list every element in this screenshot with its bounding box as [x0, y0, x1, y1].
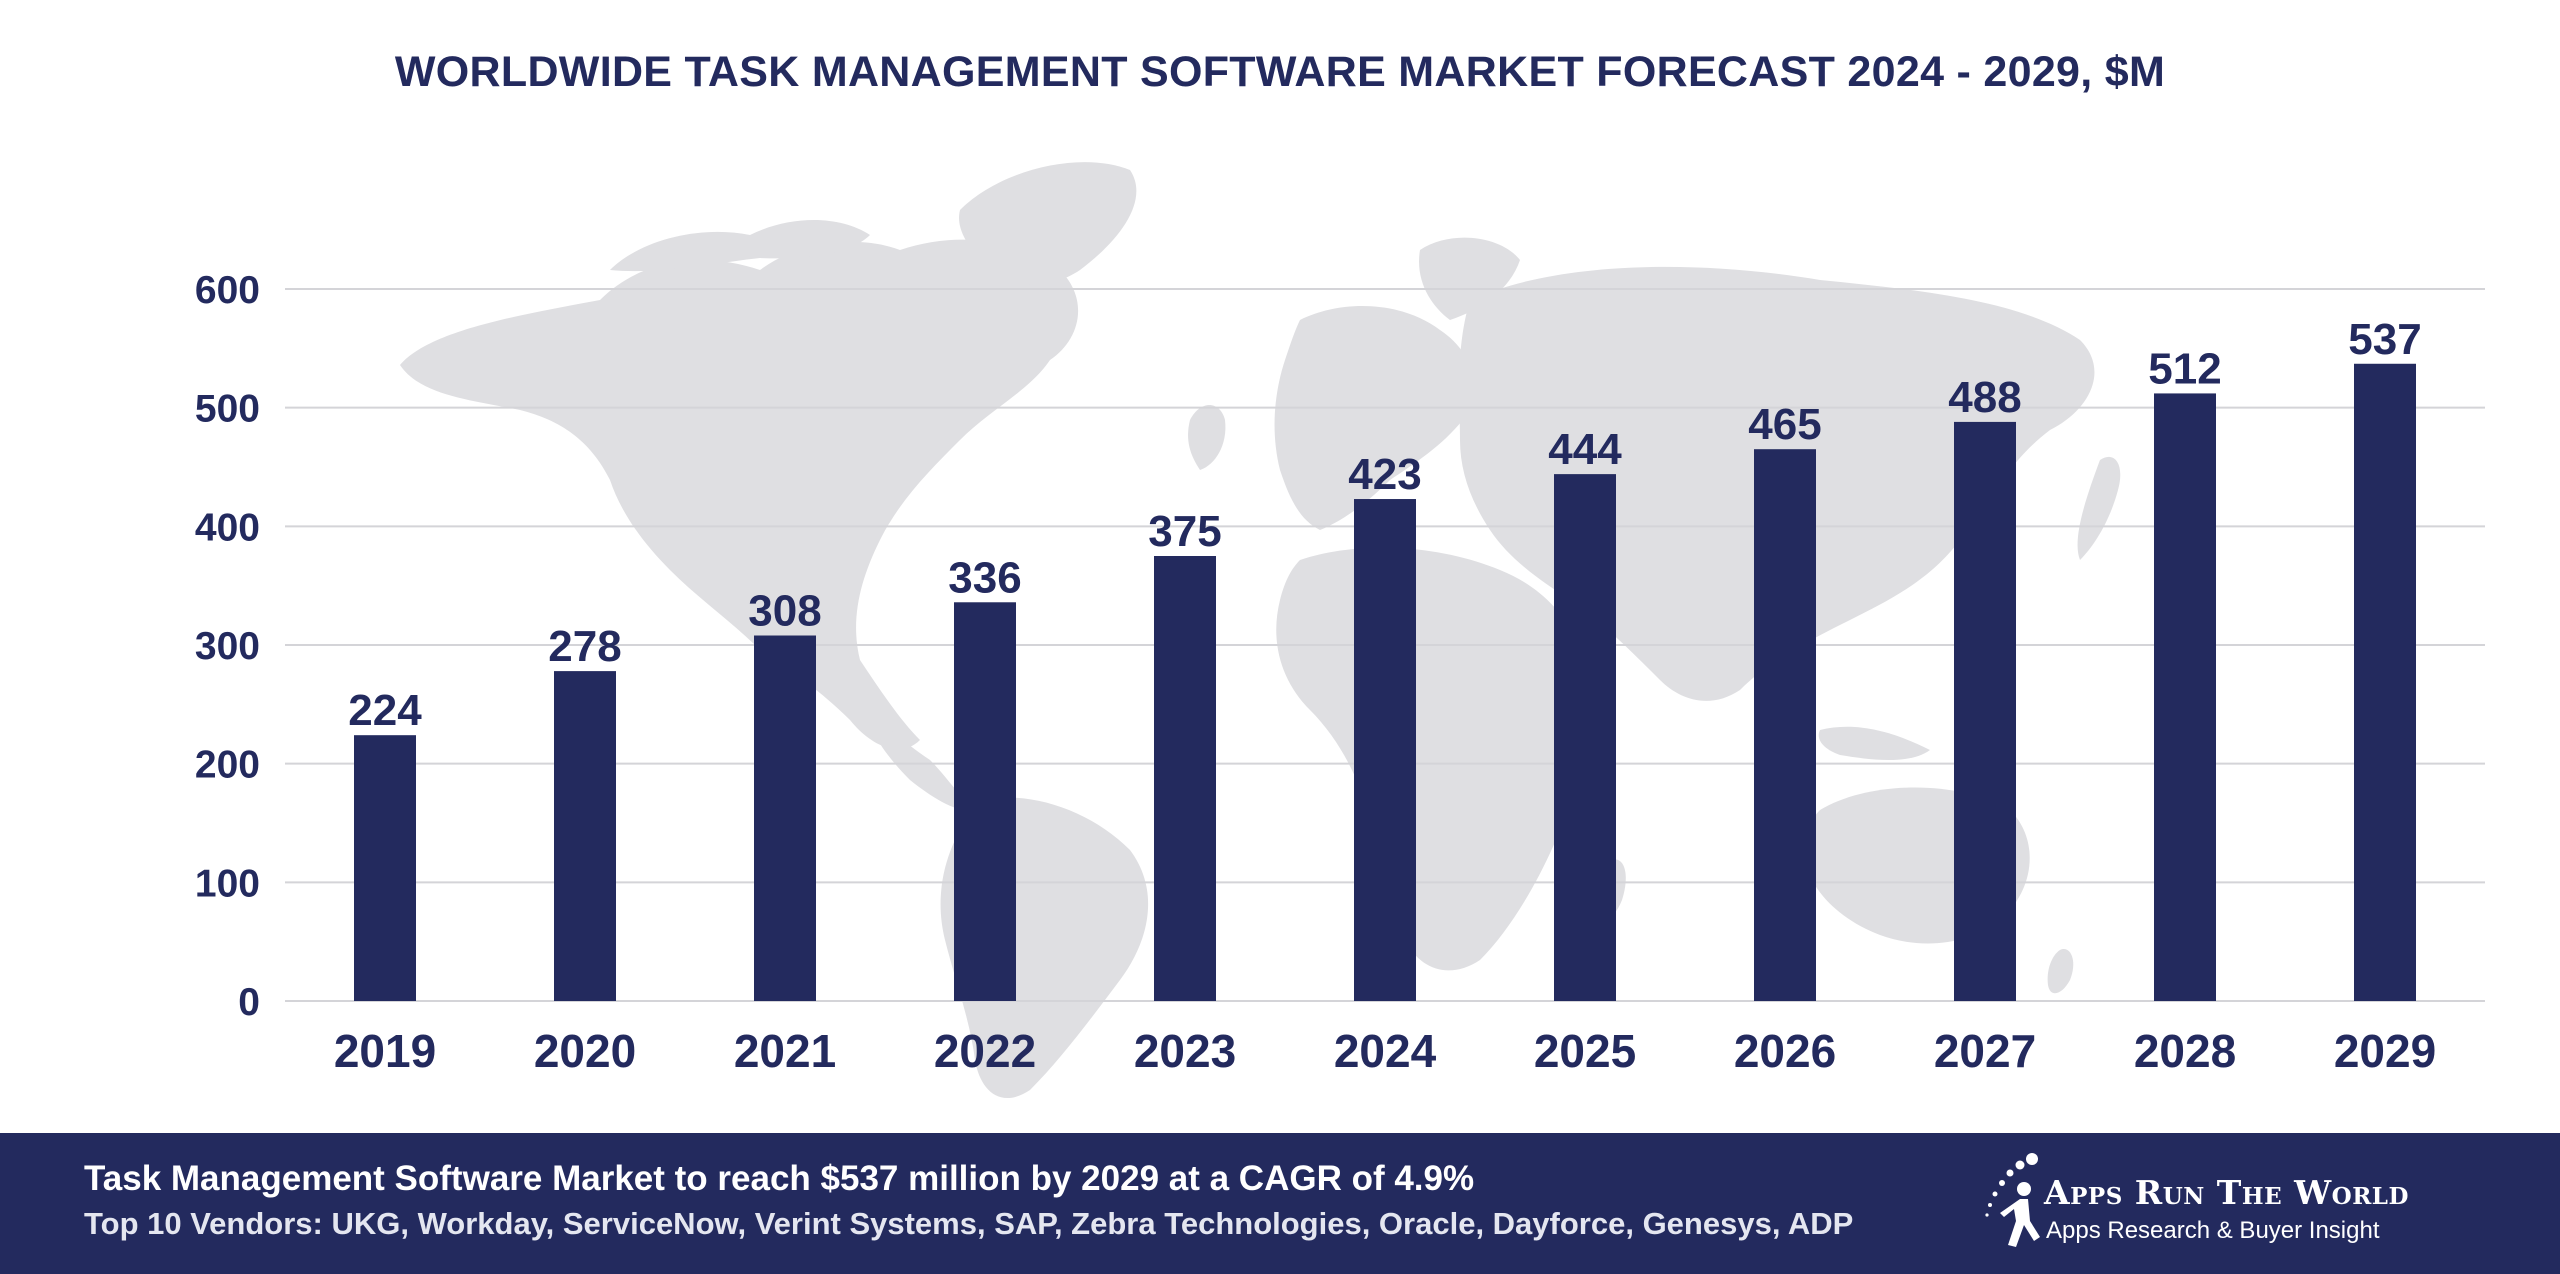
x-tick-label: 2026 [1734, 1025, 1836, 1077]
brand-logo[interactable]: Apps Run The World Apps Research & Buyer… [1980, 1151, 2480, 1261]
data-label: 278 [548, 622, 621, 671]
data-label: 423 [1348, 450, 1421, 499]
y-tick-label: 100 [195, 862, 260, 905]
data-label: 224 [348, 686, 422, 735]
data-label: 375 [1148, 507, 1221, 556]
x-tick-label: 2019 [334, 1025, 436, 1077]
bar[interactable] [354, 735, 416, 1001]
world-map-icon [400, 162, 2121, 1099]
brand-name: Apps Run The World [2044, 1173, 2409, 1212]
y-tick-label: 500 [195, 388, 260, 431]
bar[interactable] [954, 602, 1016, 1001]
data-label: 308 [748, 587, 821, 636]
data-label: 488 [1948, 373, 2021, 422]
bar[interactable] [1354, 499, 1416, 1001]
x-tick-label: 2021 [734, 1025, 836, 1077]
footer-vendors: Top 10 Vendors: UKG, Workday, ServiceNow… [84, 1206, 1854, 1241]
x-tick-label: 2023 [1134, 1025, 1236, 1077]
data-label: 512 [2148, 344, 2221, 393]
chart-title: WORLDWIDE TASK MANAGEMENT SOFTWARE MARKE… [394, 48, 2166, 96]
footer-banner: Task Management Software Market to reach… [0, 1133, 2560, 1274]
y-tick-label: 200 [195, 744, 260, 787]
data-label: 336 [948, 553, 1021, 602]
y-tick-label: 600 [195, 269, 260, 312]
bar[interactable] [1954, 421, 2016, 1001]
y-tick-label: 400 [195, 506, 260, 549]
x-tick-label: 2029 [2334, 1025, 2436, 1077]
x-tick-label: 2024 [1334, 1025, 1437, 1077]
chart: 0 100 200 300 400 500 600 224 2019 278 2020 308 2021… [195, 162, 2485, 1099]
x-tick-label: 2027 [1934, 1025, 2036, 1077]
bar[interactable] [554, 671, 616, 1001]
x-tick-label: 2020 [534, 1025, 636, 1077]
bar[interactable] [1154, 556, 1216, 1001]
data-label: 465 [1748, 400, 1821, 449]
runner-logo-icon [1985, 1153, 2040, 1247]
data-label: 444 [1548, 425, 1622, 474]
bar[interactable] [2354, 363, 2416, 1001]
x-tick-label: 2028 [2134, 1025, 2236, 1077]
bar[interactable] [1554, 474, 1616, 1001]
brand-tagline: Apps Research & Buyer Insight [2046, 1217, 2380, 1244]
footer-headline: Task Management Software Market to reach… [84, 1159, 1475, 1198]
bar[interactable] [2154, 393, 2216, 1002]
data-label: 537 [2348, 315, 2421, 364]
y-tick-label: 300 [195, 625, 260, 668]
x-tick-label: 2025 [1534, 1025, 1636, 1077]
bar[interactable] [1754, 449, 1816, 1001]
x-tick-label: 2022 [934, 1025, 1036, 1077]
y-tick-label: 0 [238, 981, 260, 1024]
bar[interactable] [754, 635, 816, 1001]
